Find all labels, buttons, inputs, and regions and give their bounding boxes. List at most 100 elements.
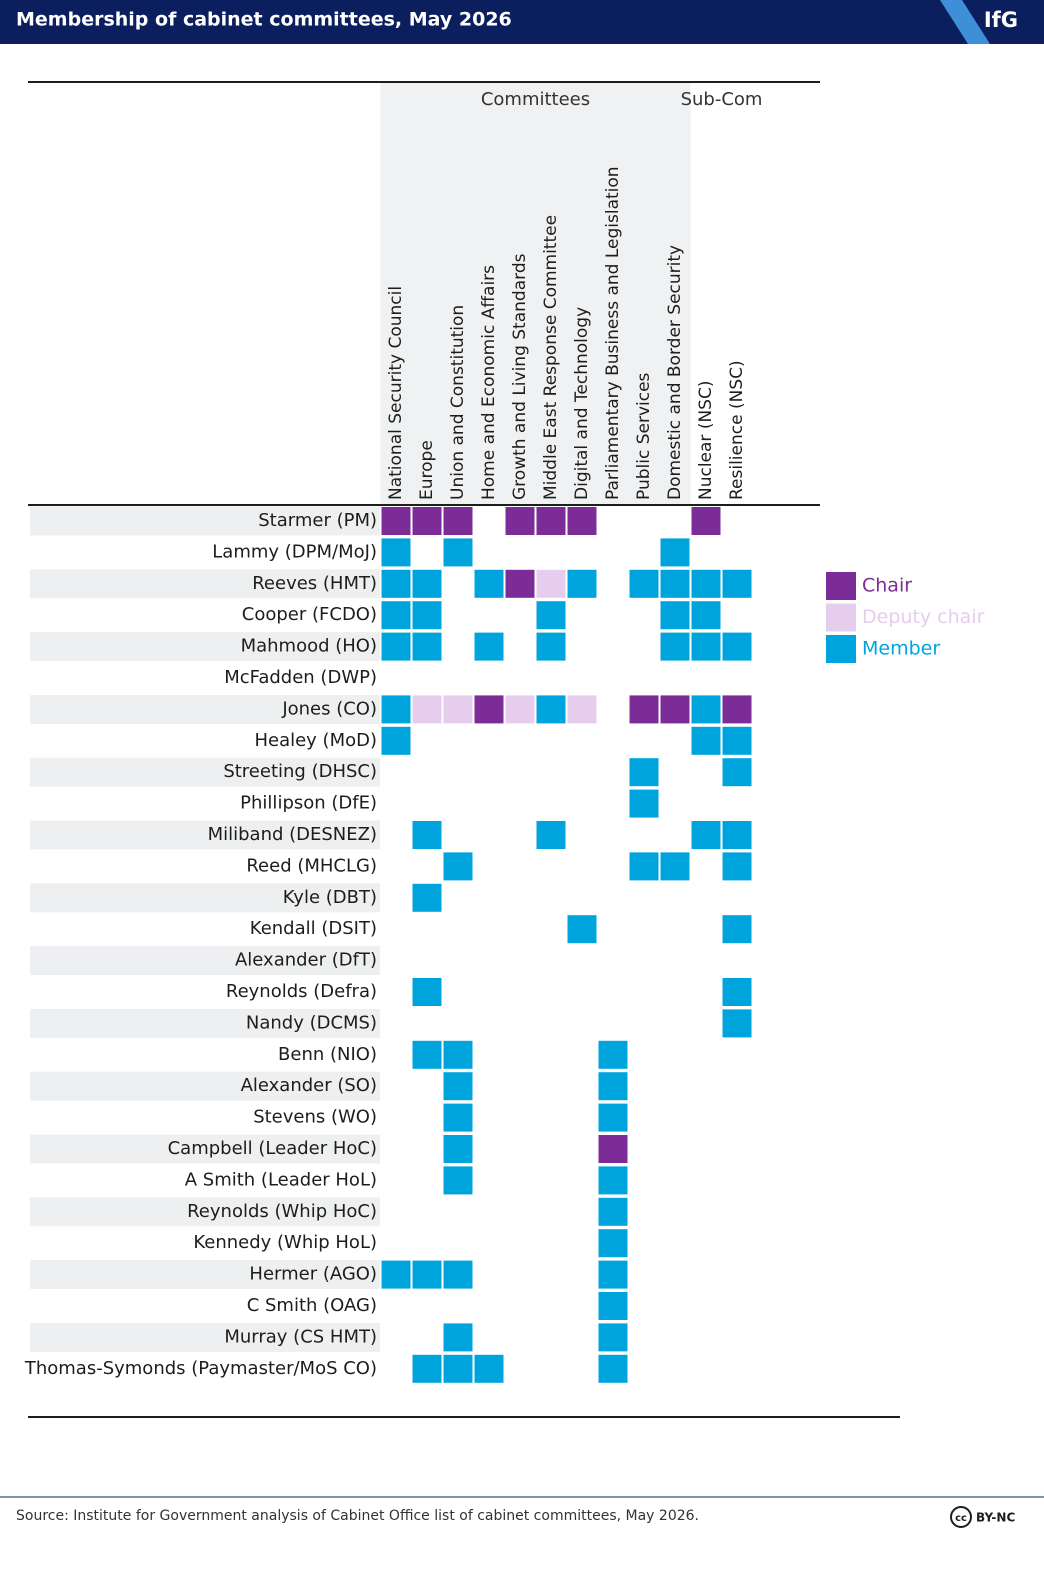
membership-cell	[598, 1354, 628, 1383]
row-label: Hermer (AGO)	[249, 1264, 377, 1285]
row-label: Alexander (DfT)	[235, 950, 377, 971]
column-label: Home and Economic Affairs	[479, 265, 499, 500]
membership-cell	[629, 758, 659, 787]
license-icon-text: cc	[955, 1513, 967, 1524]
column-label: Europe	[417, 440, 437, 500]
membership-cell	[722, 978, 752, 1006]
membership-cell	[598, 1260, 628, 1289]
membership-cell	[536, 695, 566, 724]
source: Source: Institute for Government analysi…	[16, 1508, 699, 1524]
membership-cell	[598, 1229, 628, 1258]
membership-cell	[536, 601, 566, 630]
row-stripe	[30, 946, 380, 976]
row-stripe	[30, 757, 380, 787]
membership-cell	[443, 695, 473, 724]
membership-cell	[660, 569, 690, 598]
membership-cell	[412, 507, 442, 535]
row-stripe	[30, 1260, 380, 1290]
group-label: Committees	[481, 89, 590, 110]
logo-stripe	[940, 0, 990, 44]
membership-cell	[722, 632, 752, 661]
membership-cell	[412, 695, 442, 724]
legend-swatch	[826, 572, 856, 600]
membership-cell	[691, 601, 721, 630]
column-label: Union and Constitution	[448, 305, 468, 500]
row-label: Starmer (PM)	[258, 510, 377, 531]
membership-cell	[598, 1103, 628, 1132]
membership-cell	[691, 821, 721, 849]
membership-cell	[443, 1135, 473, 1163]
column-label: Parliamentary Business and Legislation	[603, 166, 623, 500]
membership-cell	[412, 1354, 442, 1383]
membership-cell	[381, 726, 411, 755]
membership-cell	[381, 695, 411, 724]
row-label: Reynolds (Defra)	[226, 981, 377, 1002]
license: BY-NC	[976, 1511, 1015, 1525]
row-label: Kyle (DBT)	[283, 887, 377, 908]
row-label: Stevens (WO)	[253, 1107, 377, 1128]
row-label: Campbell (Leader HoC)	[168, 1138, 377, 1159]
membership-cell	[691, 726, 721, 755]
membership-cell	[474, 569, 504, 598]
membership-cell	[567, 695, 597, 724]
membership-cell	[629, 695, 659, 724]
legend-swatch	[826, 603, 856, 632]
membership-cell	[536, 569, 566, 598]
row-label: Murray (CS HMT)	[224, 1326, 377, 1347]
membership-cell	[474, 695, 504, 724]
membership-cell	[722, 695, 752, 724]
membership-cell	[443, 1354, 473, 1383]
membership-cell	[381, 538, 411, 567]
row-label: Miliband (DESNEZ)	[208, 824, 377, 845]
membership-cell	[536, 632, 566, 661]
membership-cell	[443, 1260, 473, 1289]
row-stripe	[30, 1134, 380, 1164]
membership-cell	[598, 1292, 628, 1320]
row-label: Kendall (DSIT)	[250, 918, 377, 939]
legend-label: Member	[862, 638, 940, 660]
row-stripe	[30, 1071, 380, 1101]
row-label: A Smith (Leader HoL)	[185, 1169, 377, 1190]
column-label: Middle East Response Committee	[541, 215, 561, 500]
membership-cell	[443, 1323, 473, 1352]
row-label: Kennedy (Whip HoL)	[193, 1232, 377, 1253]
membership-cell	[660, 695, 690, 724]
membership-cell	[660, 538, 690, 567]
membership-cell	[505, 569, 535, 598]
row-label: C Smith (OAG)	[247, 1295, 377, 1316]
membership-cell	[629, 569, 659, 598]
membership-cell	[629, 789, 659, 818]
membership-cell	[598, 1135, 628, 1163]
row-label: Streeting (DHSC)	[223, 761, 377, 782]
membership-cell	[598, 1323, 628, 1352]
row-label: Healey (MoD)	[254, 730, 377, 751]
membership-cell	[443, 1103, 473, 1132]
license-icon	[950, 1506, 972, 1528]
membership-cell	[381, 632, 411, 661]
row-stripe	[30, 1008, 380, 1038]
row-label: Reynolds (Whip HoC)	[187, 1201, 377, 1222]
membership-cell	[443, 1166, 473, 1195]
row-stripe	[30, 820, 380, 850]
column-label: Domestic and Border Security	[665, 245, 685, 500]
membership-cell	[691, 695, 721, 724]
membership-cell	[722, 569, 752, 598]
membership-cell	[536, 821, 566, 849]
membership-cell	[474, 632, 504, 661]
membership-cell	[598, 1072, 628, 1101]
row-label: Phillipson (DfE)	[240, 793, 377, 814]
logo: IfG	[984, 8, 1018, 32]
row-label: Reed (MHCLG)	[246, 855, 377, 876]
membership-cell	[598, 1166, 628, 1195]
membership-cell	[412, 821, 442, 849]
row-label: McFadden (DWP)	[224, 667, 377, 688]
membership-cell	[474, 1354, 504, 1383]
membership-cell	[536, 507, 566, 535]
membership-cell	[660, 852, 690, 881]
membership-cell	[567, 915, 597, 944]
membership-cell	[412, 883, 442, 912]
membership-cell	[660, 601, 690, 630]
row-label: Benn (NIO)	[278, 1044, 377, 1065]
membership-cell	[443, 507, 473, 535]
